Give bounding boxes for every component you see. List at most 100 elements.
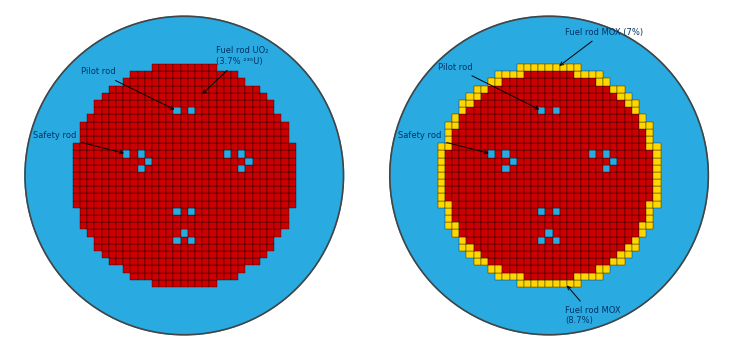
Bar — [138, 230, 144, 237]
Bar — [531, 273, 538, 280]
Bar — [267, 237, 274, 244]
Bar — [503, 158, 509, 165]
Bar — [531, 107, 538, 114]
Bar — [109, 129, 116, 136]
Bar — [231, 107, 238, 114]
Bar — [116, 129, 123, 136]
Bar — [224, 230, 231, 237]
Bar — [495, 179, 503, 186]
Bar — [553, 193, 560, 201]
Bar — [152, 179, 159, 186]
Bar — [524, 86, 531, 93]
Bar — [159, 143, 167, 150]
Bar — [267, 172, 274, 179]
Bar — [595, 107, 603, 114]
Bar — [560, 258, 567, 265]
Bar — [209, 186, 217, 193]
Bar — [581, 165, 589, 172]
Bar — [94, 244, 102, 251]
Bar — [73, 150, 80, 158]
Bar — [282, 121, 288, 129]
Bar — [603, 86, 610, 93]
Bar — [653, 165, 660, 172]
Bar — [116, 222, 123, 230]
Bar — [87, 193, 94, 201]
Bar — [282, 136, 288, 143]
Bar — [152, 78, 159, 86]
Circle shape — [390, 16, 708, 335]
Bar — [116, 143, 123, 150]
Bar — [567, 129, 574, 136]
Bar — [560, 64, 567, 71]
Bar — [282, 222, 288, 230]
Bar — [224, 93, 231, 100]
Bar — [116, 165, 123, 172]
Bar — [474, 258, 481, 265]
Bar — [509, 165, 517, 172]
Bar — [202, 237, 209, 244]
Bar — [595, 71, 603, 78]
Bar — [173, 107, 181, 114]
Bar — [138, 222, 144, 230]
Bar — [531, 71, 538, 78]
Bar — [202, 172, 209, 179]
Bar — [517, 165, 524, 172]
Bar — [481, 258, 488, 265]
Bar — [274, 222, 282, 230]
Bar — [488, 121, 495, 129]
Bar — [188, 186, 195, 193]
Bar — [102, 222, 109, 230]
Bar — [167, 165, 173, 172]
Bar — [445, 129, 452, 136]
Bar — [238, 136, 245, 143]
Bar — [138, 208, 144, 215]
Bar — [581, 251, 589, 258]
Bar — [173, 158, 181, 165]
Bar — [517, 121, 524, 129]
Bar — [209, 172, 217, 179]
Bar — [517, 71, 524, 78]
Bar — [167, 280, 173, 287]
Bar — [467, 179, 474, 186]
Bar — [173, 251, 181, 258]
Bar — [144, 100, 152, 107]
Bar — [109, 208, 116, 215]
Bar — [138, 186, 144, 193]
Bar — [481, 129, 488, 136]
Bar — [574, 215, 581, 222]
Bar — [288, 158, 296, 165]
Bar — [603, 121, 610, 129]
Bar — [217, 237, 224, 244]
Bar — [195, 136, 202, 143]
Bar — [288, 172, 296, 179]
Bar — [209, 201, 217, 208]
Bar — [116, 107, 123, 114]
Bar — [159, 165, 167, 172]
Bar — [474, 165, 481, 172]
Bar — [646, 150, 653, 158]
Bar — [195, 165, 202, 172]
Bar — [553, 78, 560, 86]
Bar — [138, 114, 144, 121]
Bar — [524, 165, 531, 172]
Bar — [567, 208, 574, 215]
Bar — [109, 230, 116, 237]
Bar — [503, 179, 509, 186]
Text: Safety rod: Safety rod — [398, 131, 488, 154]
Bar — [195, 86, 202, 93]
Bar — [87, 158, 94, 165]
Bar — [253, 143, 259, 150]
Bar — [224, 143, 231, 150]
Bar — [524, 222, 531, 230]
Bar — [173, 78, 181, 86]
Bar — [459, 107, 467, 114]
Bar — [467, 150, 474, 158]
Bar — [231, 186, 238, 193]
Text: Fuel rod UO₂
(3.7% ²³⁵U): Fuel rod UO₂ (3.7% ²³⁵U) — [203, 46, 268, 93]
Bar — [245, 193, 253, 201]
Bar — [144, 86, 152, 93]
Bar — [109, 136, 116, 143]
Bar — [445, 150, 452, 158]
Bar — [445, 208, 452, 215]
Bar — [452, 230, 459, 237]
